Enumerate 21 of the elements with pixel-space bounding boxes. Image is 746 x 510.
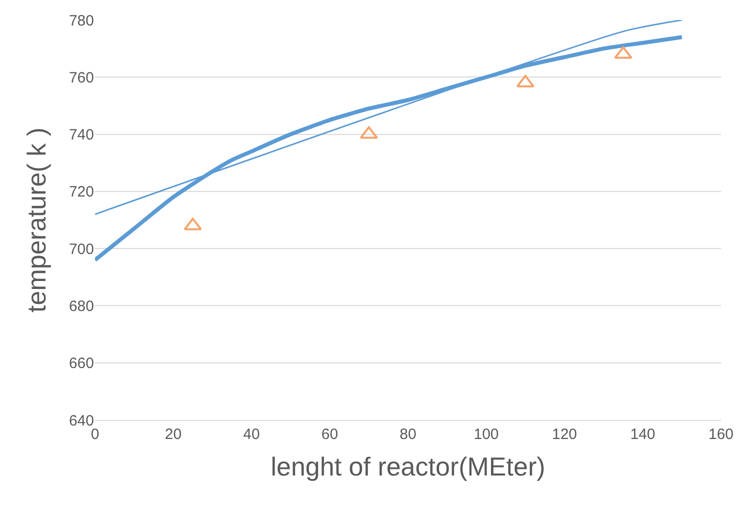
x-tick-label: 40 (243, 426, 260, 443)
y-tick-label: 740 (68, 126, 94, 144)
y-axis-title: temperature( k ) (21, 128, 52, 312)
x-tick-label: 140 (630, 426, 656, 443)
x-axis-title: lenght of reactor(MEter) (270, 452, 546, 482)
point (614, 46, 632, 59)
y-tick-label: 680 (68, 298, 94, 315)
point (360, 126, 378, 139)
y-tick-label: 760 (68, 69, 94, 86)
x-tick-label: 80 (400, 426, 416, 443)
x-tick-label: 100 (474, 426, 499, 443)
point (184, 218, 202, 230)
y-tick-label: 700 (68, 240, 94, 258)
x-tick-label: 60 (321, 426, 338, 443)
point (516, 74, 534, 88)
y-tick-label: 660 (68, 355, 94, 372)
y-tick-label: 780 (68, 12, 94, 30)
x-tick-label: 160 (708, 426, 734, 443)
x-tick-label: 120 (552, 426, 578, 443)
y-tick-label: 720 (68, 184, 94, 201)
x-tick-label: 20 (164, 426, 182, 443)
